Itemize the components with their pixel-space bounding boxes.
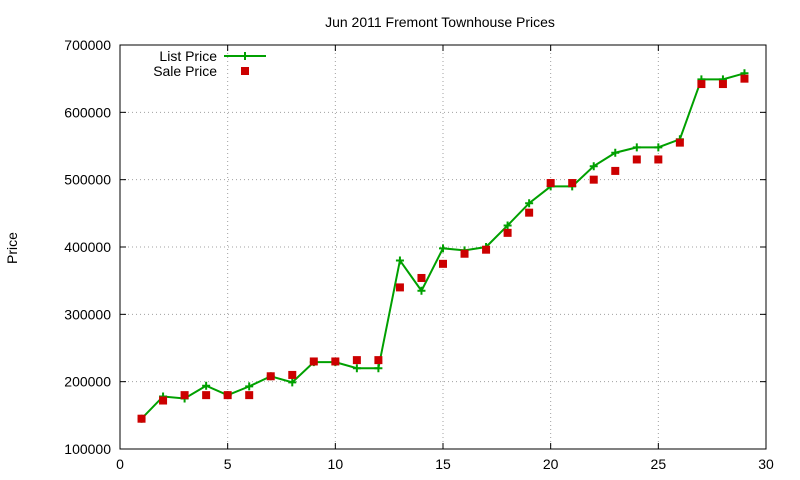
sale-price-point (482, 245, 491, 254)
y-tick-label: 600000 (64, 104, 111, 120)
sale-price-point (374, 356, 383, 365)
sale-price-point (611, 166, 620, 175)
sale-price-point (266, 372, 275, 381)
series-layer (137, 69, 749, 423)
x-tick-label: 0 (116, 456, 124, 472)
list-price-point (611, 148, 620, 157)
sale-price-point (525, 208, 534, 217)
list-price-point (374, 364, 383, 373)
sale-price-point (352, 356, 361, 365)
y-axis-label: Price (4, 232, 20, 264)
legend-marker-sale-price (241, 67, 249, 75)
y-tick-label: 300000 (64, 306, 111, 322)
sale-price-point (417, 273, 426, 282)
sale-price-point (159, 396, 168, 405)
legend-label-list-price: List Price (159, 48, 217, 64)
list-price-point (352, 364, 361, 373)
list-price-point (632, 143, 641, 152)
list-price-point (439, 244, 447, 253)
x-axis: 0 5 10 15 20 25 30 (116, 45, 774, 472)
sale-price-point (245, 391, 254, 400)
list-price-point (245, 382, 254, 391)
sale-price-point (675, 138, 684, 147)
list-price-point (503, 221, 512, 230)
sale-price-point (632, 155, 641, 164)
y-tick-label: 100000 (64, 441, 111, 457)
list-price-point (654, 143, 663, 152)
x-tick-label: 10 (328, 456, 344, 472)
list-price-point (202, 381, 211, 390)
sale-price-point (546, 179, 555, 188)
sale-price-point (331, 357, 340, 366)
sale-price-point (288, 370, 297, 379)
x-tick-label: 5 (224, 456, 232, 472)
legend-label-sale-price: Sale Price (153, 63, 217, 79)
list-price-point (395, 256, 404, 265)
list-price-point (288, 378, 297, 387)
x-tick-label: 25 (651, 456, 667, 472)
sale-price-point (460, 249, 469, 258)
list-price-point (417, 286, 426, 295)
sale-price-point (718, 80, 727, 89)
gridlines (120, 45, 766, 449)
x-tick-label: 20 (543, 456, 559, 472)
sale-price-point (202, 391, 211, 400)
y-tick-label: 200000 (64, 374, 111, 390)
list-price-point (589, 162, 598, 171)
sale-price-point (137, 414, 146, 423)
sale-price-point (568, 179, 577, 188)
sale-price-point (654, 155, 663, 164)
sale-price-point (439, 259, 447, 268)
sale-price-point (503, 228, 512, 237)
legend-marker-list-price (241, 52, 249, 60)
chart-title: Jun 2011 Fremont Townhouse Prices (325, 14, 555, 30)
sale-price-point (589, 175, 598, 184)
sale-price-point (180, 391, 189, 400)
plot-frame (119, 44, 767, 450)
sale-price-point (697, 80, 706, 89)
list-price-point (525, 199, 534, 208)
sale-price-point (223, 391, 232, 400)
sale-price-point (395, 283, 404, 292)
sale-price-point (309, 357, 318, 366)
y-tick-label: 400000 (64, 239, 111, 255)
x-tick-label: 15 (435, 456, 451, 472)
y-tick-label: 500000 (64, 172, 111, 188)
y-tick-label: 700000 (64, 37, 111, 53)
sale-price-point (740, 74, 749, 83)
y-axis: 100000 200000 300000 400000 500000 600000 7000… (64, 37, 766, 457)
x-tick-label: 30 (758, 456, 774, 472)
